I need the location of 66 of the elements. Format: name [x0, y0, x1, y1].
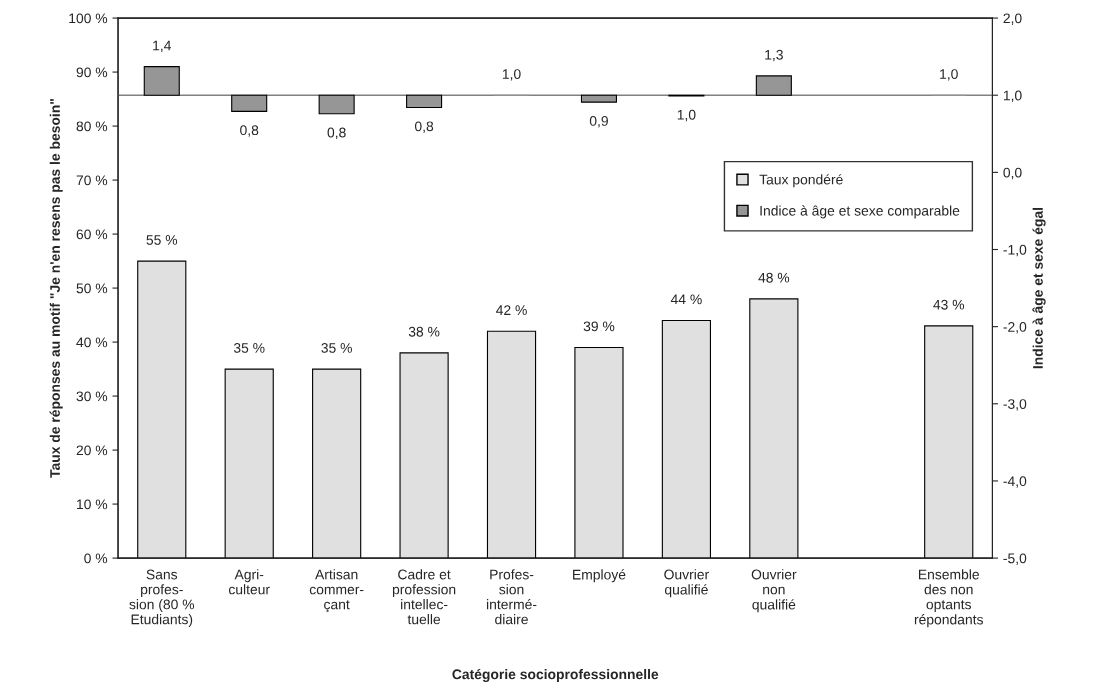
data-label: 44 %: [670, 294, 702, 305]
y-tick-label: 0 %: [84, 553, 108, 564]
bar: [137, 260, 187, 559]
bar: [312, 368, 362, 559]
y2-tick-label: -5,0: [1003, 553, 1027, 565]
bar: [143, 66, 180, 96]
y-tick-label: 80 %: [76, 121, 108, 132]
bar: [406, 94, 443, 109]
bar: [486, 330, 537, 559]
bar: [318, 94, 355, 115]
data-label: 0,8: [414, 121, 434, 133]
y-tick-label: 90 %: [76, 67, 108, 78]
data-label: 0,8: [327, 127, 346, 140]
y-axis-title: Taux de réponses au motif "Je n'en resens pas le besoin": [49, 99, 63, 478]
y-tick-label: 40 %: [76, 337, 108, 348]
bar: [661, 319, 712, 559]
y2-tick-label: 2,0: [1003, 13, 1022, 25]
bar: [399, 352, 449, 559]
bar: [755, 75, 792, 96]
bar: [749, 298, 799, 559]
data-label: 42 %: [496, 305, 527, 315]
y2-tick-label: -3,0: [1003, 399, 1027, 411]
data-label: 1,0: [940, 69, 958, 81]
y2-tick-label: -2,0: [1003, 321, 1027, 334]
y-tick-label: 60 %: [76, 229, 108, 240]
x-tick-label: Profes- sion intermé- diaire: [486, 569, 537, 625]
bar: [580, 94, 618, 103]
data-label: 1,0: [677, 109, 696, 122]
data-label: 1,3: [765, 49, 783, 62]
y2-tick-label: 0,0: [1003, 167, 1022, 180]
y-tick-label: 100 %: [69, 13, 108, 24]
data-label: 48 %: [758, 272, 790, 283]
data-label: 38 %: [408, 326, 440, 337]
y2-tick-label: -1,0: [1003, 244, 1027, 257]
x-tick-label: Ouvrier non qualifié: [751, 569, 797, 613]
data-label: 1,0: [502, 69, 521, 81]
data-label: 35 %: [233, 343, 265, 353]
bar: [924, 325, 974, 559]
x-tick-label: Artisan commer- çant: [309, 569, 364, 613]
y2-axis-title: Indice à âge et sexe égal: [1032, 207, 1046, 369]
bar: [574, 346, 624, 559]
data-label: 1,4: [153, 40, 172, 53]
y-tick-label: 30 %: [76, 391, 108, 402]
x-tick-label: Cadre et profession intellec- tuelle: [392, 569, 456, 625]
data-label: 43 %: [933, 299, 965, 310]
y2-tick-label: -4,0: [1003, 476, 1027, 488]
y2-tick-label: 1,0: [1003, 90, 1022, 103]
legend-label: Taux pondéré: [759, 174, 843, 188]
x-tick-label: Sans profes- sion (80 % Etudiants): [129, 569, 195, 628]
y-tick-label: 70 %: [76, 175, 108, 186]
x-tick-label: Ensemble des non optants répondants: [914, 569, 983, 628]
y-tick-label: 20 %: [76, 445, 108, 456]
x-tick-label: Agri- culteur: [228, 569, 270, 595]
x-tick-label: Employé: [573, 569, 626, 583]
x-axis-title: Catégorie socioprofessionnelle: [452, 668, 659, 683]
legend-label: Indice à âge et sexe comparable: [760, 205, 960, 219]
y-tick-label: 10 %: [77, 499, 108, 510]
data-label: 39 %: [583, 321, 615, 332]
data-label: 55 %: [146, 235, 178, 245]
bar: [231, 94, 268, 112]
data-label: 0,8: [240, 125, 259, 137]
data-label: 35 %: [321, 343, 352, 353]
data-label: 0,9: [589, 116, 608, 128]
bar: [224, 368, 274, 559]
x-tick-label: Ouvrier qualifié: [664, 569, 709, 598]
y-tick-label: 50 %: [76, 283, 108, 294]
